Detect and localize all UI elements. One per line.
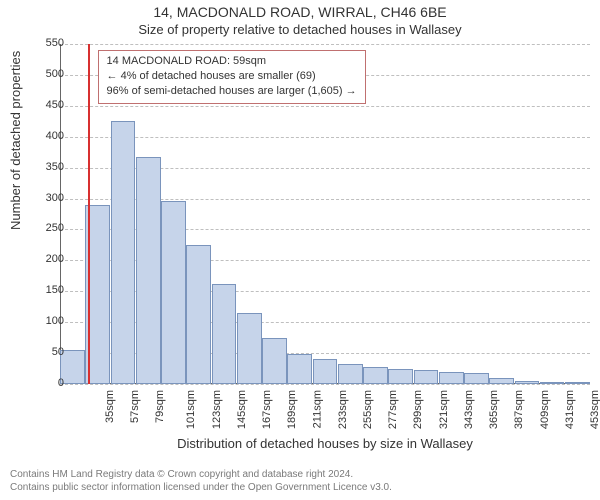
histogram-bar	[313, 359, 338, 384]
footer-attribution: Contains HM Land Registry data © Crown c…	[10, 468, 590, 494]
gridline	[60, 384, 590, 385]
histogram-bar	[540, 382, 565, 384]
y-tick-label: 50	[24, 346, 64, 358]
histogram-bar	[111, 121, 136, 384]
chart-title: 14, MACDONALD ROAD, WIRRAL, CH46 6BE	[0, 4, 600, 20]
histogram-bar	[212, 284, 237, 384]
histogram-bar	[565, 382, 590, 384]
histogram-bar	[237, 313, 262, 384]
callout-line: ← 4% of detached houses are smaller (69)	[107, 69, 357, 84]
y-tick-label: 400	[24, 130, 64, 142]
y-tick-label: 500	[24, 68, 64, 80]
histogram-bar	[489, 378, 514, 384]
y-tick-label: 300	[24, 192, 64, 204]
y-axis-label: Number of detached properties	[8, 51, 23, 230]
y-tick-label: 150	[24, 284, 64, 296]
histogram-bar	[363, 367, 388, 384]
histogram-bar	[136, 157, 161, 384]
x-tick-label: 453sqm	[589, 390, 600, 429]
callout-box: 14 MACDONALD ROAD: 59sqm← 4% of detached…	[98, 50, 366, 104]
histogram-bar	[161, 201, 186, 384]
y-tick-label: 0	[24, 377, 64, 389]
histogram-chart: 14, MACDONALD ROAD, WIRRAL, CH46 6BE Siz…	[0, 0, 600, 500]
chart-subtitle: Size of property relative to detached ho…	[0, 22, 600, 37]
footer-line-2: Contains public sector information licen…	[10, 481, 590, 494]
histogram-bar	[439, 372, 464, 384]
x-axis-label: Distribution of detached houses by size …	[60, 436, 590, 451]
gridline	[60, 106, 590, 107]
y-tick-label: 200	[24, 253, 64, 265]
histogram-bar	[414, 370, 439, 384]
callout-line: 14 MACDONALD ROAD: 59sqm	[107, 54, 357, 69]
histogram-bar	[287, 354, 312, 384]
y-tick-label: 450	[24, 99, 64, 111]
marker-line	[88, 44, 90, 384]
y-tick-label: 250	[24, 222, 64, 234]
gridline	[60, 137, 590, 138]
histogram-bar	[338, 364, 363, 384]
histogram-bar	[464, 373, 489, 384]
y-tick-label: 550	[24, 37, 64, 49]
histogram-bar	[388, 369, 413, 384]
plot-area: 14 MACDONALD ROAD: 59sqm← 4% of detached…	[60, 44, 590, 384]
footer-line-1: Contains HM Land Registry data © Crown c…	[10, 468, 590, 481]
histogram-bar	[186, 245, 211, 384]
callout-line: 96% of semi-detached houses are larger (…	[107, 84, 357, 99]
gridline	[60, 44, 590, 45]
y-tick-label: 100	[24, 315, 64, 327]
histogram-bar	[515, 381, 540, 384]
y-tick-label: 350	[24, 161, 64, 173]
histogram-bar	[262, 338, 287, 384]
